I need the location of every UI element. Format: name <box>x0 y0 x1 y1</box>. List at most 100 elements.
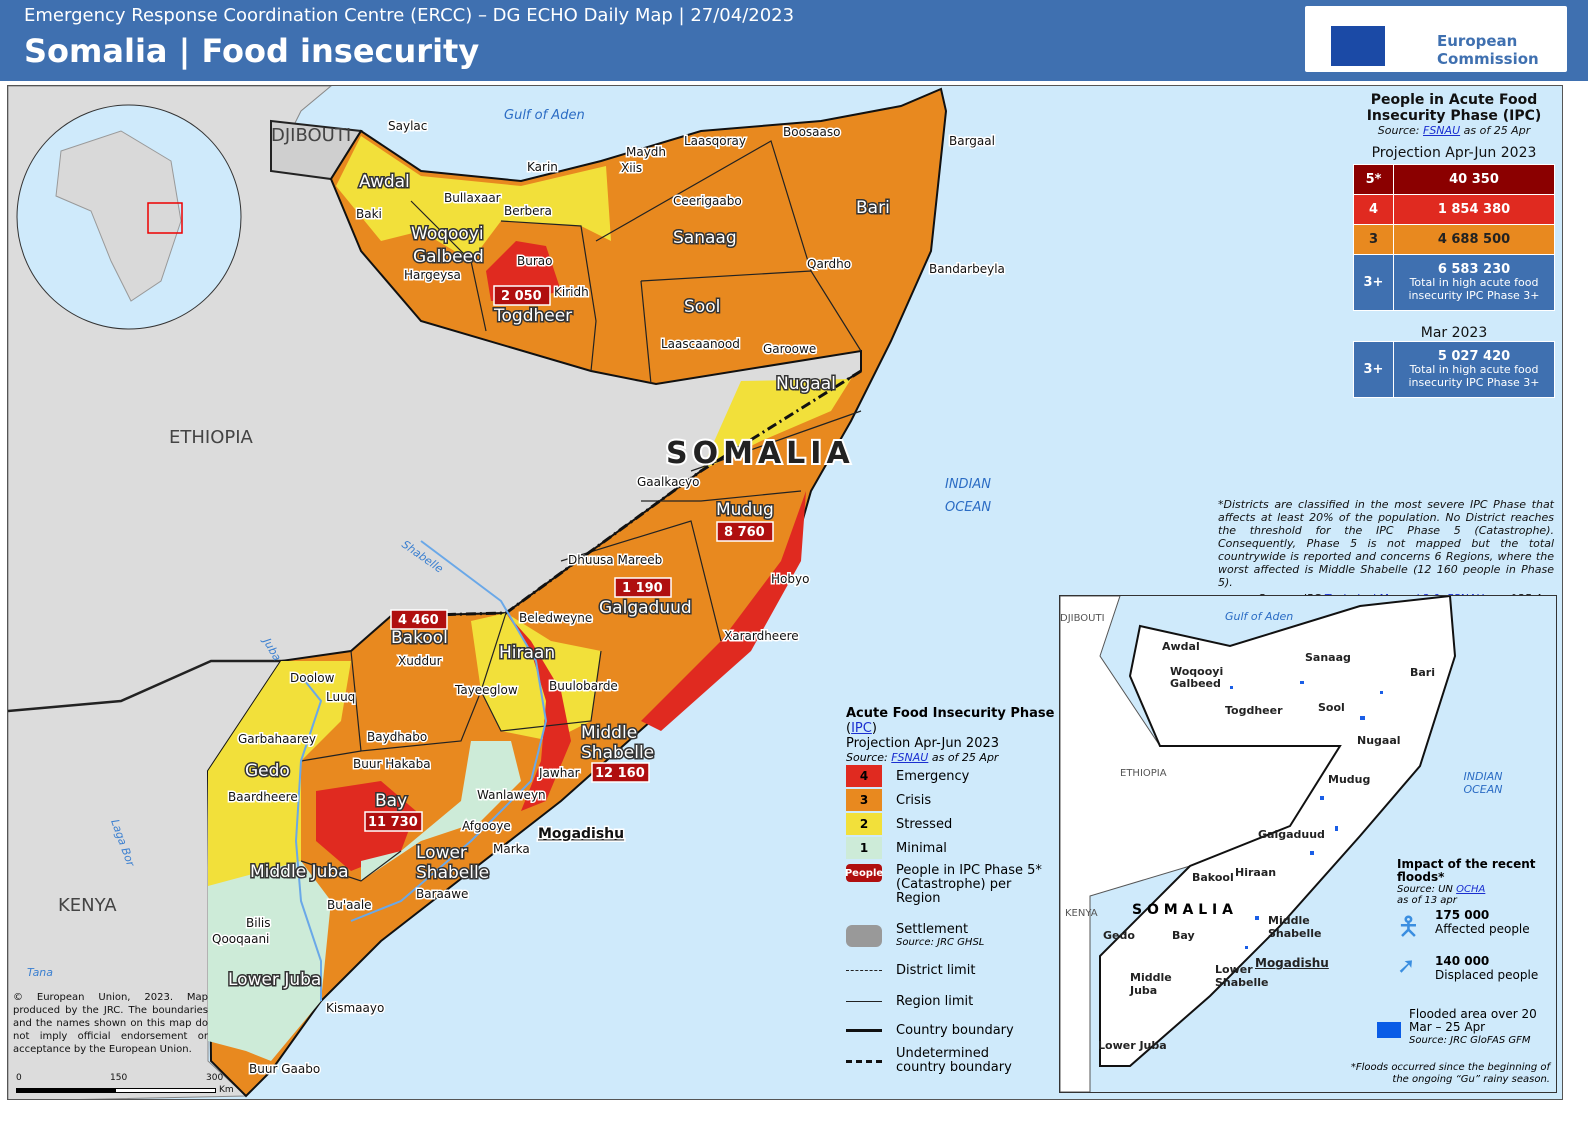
phase-cell: 4 <box>1353 194 1394 225</box>
scale-tick: 150 <box>110 1073 128 1083</box>
city-label: Tayeeglow <box>454 683 518 697</box>
capital-label: Mogadishu <box>538 826 624 842</box>
city-label: Doolow <box>290 671 335 685</box>
legend-date: as of 25 Apr <box>931 751 999 764</box>
minimal-area-lower-juba <box>208 861 331 1061</box>
projection-label: Projection Apr-Jun 2023 <box>1371 145 1537 161</box>
logo-text: European Commission <box>1437 32 1539 68</box>
phase5-count: 12 160 <box>595 766 645 781</box>
inset-sea-label: Gulf of Aden <box>1225 610 1294 623</box>
inset-region-label: Lower Juba <box>1098 1039 1167 1052</box>
legend-label: Minimal <box>896 840 947 856</box>
country-line-icon <box>846 1028 882 1032</box>
city-label: Luuq <box>326 690 355 704</box>
city-label: Afgooye <box>462 819 511 833</box>
country-label: KENYA <box>58 895 117 916</box>
inset-country-label: S O M A L I A <box>1132 902 1233 918</box>
region-label: Sool <box>684 297 720 317</box>
inset-region-label: Gedo <box>1103 929 1135 942</box>
mar-desc: Total in high acute food insecurity IPC … <box>1408 363 1540 389</box>
inset-map[interactable]: Gulf of Aden DJIBOUTI ETHIOPIA KENYA IND… <box>1059 594 1557 1093</box>
city-label: Xiis <box>621 161 642 175</box>
scale-bar: 0 150 300 Km <box>16 1073 241 1095</box>
footnote-text: *Districts are classified in the most se… <box>1218 498 1554 589</box>
country-label: DJIBOUTI <box>271 125 351 146</box>
region-labels: Awdal Woqooyi Galbeed Togdheer Sanaag Ba… <box>227 171 892 992</box>
city-label: Bargaal <box>949 134 995 148</box>
region-label: Sanaag <box>673 228 737 248</box>
fsnau-link[interactable]: FSNAU <box>891 751 929 764</box>
legend-projection: Projection Apr-Jun 2023 <box>846 736 1000 751</box>
region-label: Galgaduud <box>599 598 692 618</box>
map-canvas: DJIBOUTI ETHIOPIA KENYA SOMALIA Gulf of … <box>8 86 1006 1099</box>
inset-country-label: DJIBOUTI <box>1060 613 1105 624</box>
swatch: 4 <box>846 765 882 787</box>
eu-flag-icon <box>1331 26 1385 66</box>
legend-title: Acute Food Insecurity Phase <box>846 706 1055 721</box>
mar-label: Mar 2023 <box>1420 325 1488 341</box>
city-label: Buur Hakaba <box>353 757 431 771</box>
city-label: Gaalkacyo <box>637 475 699 489</box>
phase5-count: 4 460 <box>398 613 439 628</box>
settlement-icon <box>846 925 882 947</box>
legend-item: 2 Stressed <box>846 812 1056 836</box>
city-label: Burao <box>517 254 552 268</box>
region-line-icon <box>846 1000 882 1002</box>
region-label: Togdheer <box>493 306 572 326</box>
phase-cell: 3+ <box>1353 341 1394 398</box>
stressed-area-north <box>336 136 611 261</box>
summary-source-suffix: as of 25 Apr <box>1463 124 1531 137</box>
table-row: 3+ 6 583 230 Total in high acute food inse… <box>1353 254 1555 311</box>
displaced-value: 140 000 <box>1435 954 1490 968</box>
inset-country-label: KENYA <box>1065 908 1098 919</box>
region-limits <box>300 140 862 882</box>
city-label: Kismaayo <box>326 1001 384 1015</box>
minimal-area-lower-shabelle <box>361 741 521 881</box>
ocha-link[interactable]: OCHA <box>1456 884 1486 895</box>
fsnau-link[interactable]: FSNAU <box>1423 124 1461 137</box>
inset-country-label: ETHIOPIA <box>1120 768 1167 779</box>
city-label: Maydh <box>626 145 666 159</box>
legend-label: Undetermined country boundary <box>896 1046 1012 1075</box>
value-cell: 1 854 380 <box>1393 194 1555 225</box>
inset-region-label: Bari <box>1410 666 1436 679</box>
phase-cell: 3+ <box>1353 254 1394 311</box>
header: Emergency Response Coordination Centre (… <box>0 0 1588 81</box>
city-label: Laasqoray <box>684 134 746 148</box>
table-row: 3+ 5 027 420 Total in high acute food inse… <box>1353 341 1555 398</box>
region-label: Gedo <box>245 761 290 781</box>
region-label: Awdal <box>359 172 410 192</box>
region-label: Nugaal <box>776 374 836 394</box>
summary-title: People in Acute Food Insecurity Phase (I… <box>1366 92 1542 124</box>
region-label: Shabelle <box>416 863 489 883</box>
displaced-person-icon: ➚ <box>1397 954 1416 979</box>
sea-label: Gulf of Aden <box>504 108 585 123</box>
swatch: 3 <box>846 789 882 811</box>
city-label: Baraawe <box>416 887 468 901</box>
impact-title: Impact of the recent floods* <box>1397 857 1536 884</box>
city-label: Wanlaweyn <box>477 788 546 802</box>
inset-region-label: Bay <box>1172 929 1195 942</box>
city-label: Baydhabo <box>367 730 427 744</box>
city-label: Bu'aale <box>327 898 372 912</box>
city-label: Garbahaarey <box>238 732 316 746</box>
legend-item: 1 Minimal <box>846 836 1056 860</box>
region-label: Galbeed <box>413 247 484 267</box>
inset-region-label: Sanaag <box>1305 651 1351 664</box>
copyright: © European Union, 2023. Map produced by … <box>13 992 208 1055</box>
legend-item: District limit <box>846 954 1056 986</box>
legend-item: Undetermined country boundary <box>846 1044 1056 1078</box>
swatch: 2 <box>846 813 882 835</box>
legend-label: Country boundary <box>896 1022 1014 1038</box>
city-label: Hargeysa <box>404 268 461 282</box>
region-label: Lower Juba <box>228 970 321 990</box>
inset-region-label: Sool <box>1318 701 1345 714</box>
region-label: Shabelle <box>581 743 654 763</box>
ipc-link[interactable]: IPC <box>851 721 872 736</box>
city-label: Qardho <box>807 257 851 271</box>
map[interactable]: DJIBOUTI ETHIOPIA KENYA SOMALIA Gulf of … <box>7 85 1563 1100</box>
country-label-somalia: SOMALIA <box>666 436 855 471</box>
mar-value: 5 027 420 <box>1437 349 1511 364</box>
